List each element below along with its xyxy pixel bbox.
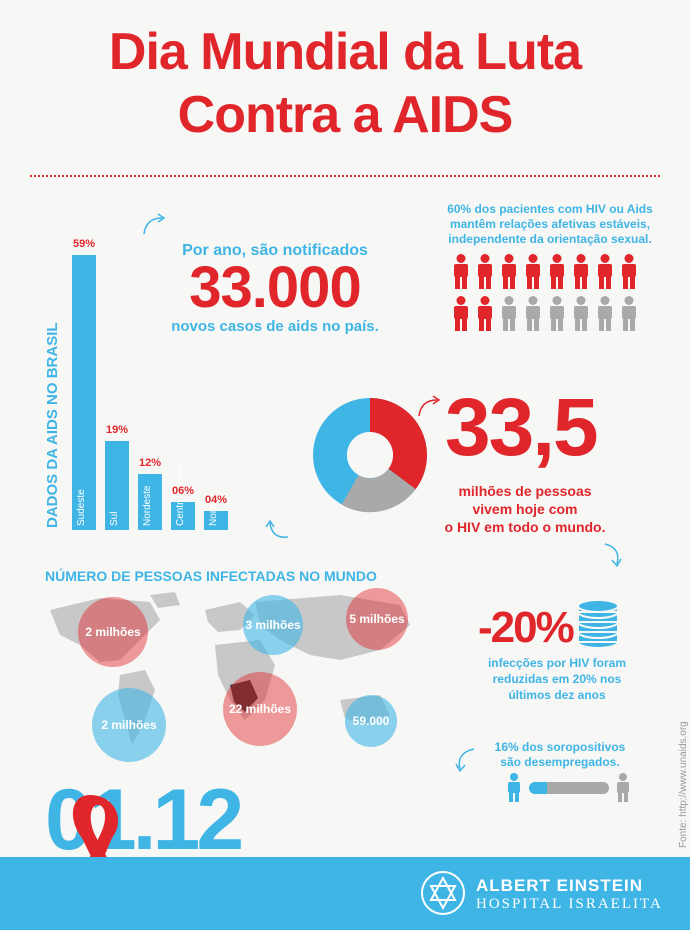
person-icon: [526, 296, 540, 331]
relationships-line-2: mantêm relações afetivas estáveis,: [449, 217, 651, 231]
person-icon: [502, 296, 516, 331]
person-icon: [622, 296, 636, 331]
relationships-line-3: independente da orientação sexual.: [448, 232, 652, 246]
person-icon: [454, 296, 468, 331]
map-title: NÚMERO DE PESSOAS INFECTADAS NO MUNDO: [45, 568, 377, 584]
person-icon: [598, 254, 612, 289]
unemployed-line-1: 16% dos soropositivos: [494, 740, 626, 754]
person-icon: [617, 773, 629, 802]
bar-sudeste: Sudeste: [72, 255, 96, 530]
donut-chart: [313, 398, 427, 513]
map-bubble-africa: 22 milhões: [223, 672, 297, 746]
map-bubble-europe: 3 milhões: [243, 595, 303, 655]
map-bubble-asia: 5 milhões: [346, 588, 408, 650]
title-line-2: Contra a AIDS: [177, 86, 514, 144]
unemployed-text: 16% dos soropositivos são desempregados.: [480, 740, 640, 770]
map-bubble-oceania: 59.000: [345, 695, 397, 747]
bar-label: Nordeste: [142, 485, 153, 526]
curved-arrow-icon: [604, 543, 622, 568]
world-hiv-line-3: o HIV em todo o mundo.: [444, 519, 606, 535]
progress-track: [537, 782, 609, 794]
world-hiv-number: 33,5: [445, 382, 599, 473]
reduction-text: infecções por HIV foram reduzidas em 20%…: [462, 655, 652, 703]
bar-value-label: 04%: [204, 494, 228, 506]
database-icon: [577, 599, 619, 649]
reduction-line-1: infecções por HIV foram: [487, 656, 627, 670]
person-icon: [622, 254, 636, 289]
map-bubble-north-america: 2 milhões: [78, 597, 148, 667]
world-hiv-line-2: vivem hoje com: [472, 501, 578, 517]
donut-red-segment: [368, 398, 427, 490]
notified-bottom: novos casos de aids no país.: [171, 318, 379, 335]
bar-centro-oeste: Centro-Oeste: [171, 466, 195, 530]
logo-line-1: ALBERT EINSTEIN: [476, 876, 644, 895]
person-icon: [508, 773, 520, 802]
person-icon: [574, 296, 588, 331]
bar-value-label: 06%: [171, 485, 195, 497]
world-hiv-text: milhões de pessoas vivem hoje com o HIV …: [425, 482, 625, 536]
unemployed-graphic: [508, 773, 629, 802]
bar-label: Sudeste: [76, 489, 87, 526]
person-icon: [550, 254, 564, 289]
curved-arrow-icon: [143, 213, 166, 235]
reduction-line-3: últimos dez anos: [508, 688, 606, 702]
notified-top: Por ano, são notificados: [182, 242, 368, 259]
bar-value-label: 59%: [72, 238, 96, 250]
title-line-1: Dia Mundial da Luta: [108, 23, 582, 81]
bar-norte: Norte: [204, 502, 228, 530]
source-text: Fonte: http://www.unaids.org: [678, 721, 689, 848]
reduction-line-2: reduzidas em 20% nos: [492, 672, 622, 686]
people-grid: [452, 254, 652, 334]
world-hiv-line-1: milhões de pessoas: [458, 483, 592, 499]
donut-gray-segment: [341, 468, 416, 513]
person-icon: [550, 296, 564, 331]
unemployed-line-2: são desempregados.: [500, 755, 620, 769]
bar-sul: Sul: [105, 441, 129, 530]
bar-value-label: 19%: [105, 424, 129, 436]
relationships-line-1: 60% dos pacientes com HIV ou Aids: [447, 202, 653, 216]
person-icon: [478, 296, 492, 331]
einstein-logo-icon: [421, 871, 465, 915]
curved-arrow-icon: [265, 519, 289, 538]
person-icon: [598, 296, 612, 331]
bar-value-label: 12%: [138, 457, 162, 469]
curved-arrow-icon: [418, 395, 441, 417]
relationships-text: 60% dos pacientes com HIV ou Aids mantêm…: [430, 202, 670, 247]
person-icon: [478, 254, 492, 289]
person-icon: [574, 254, 588, 289]
person-icon: [526, 254, 540, 289]
bar-nordeste: Nordeste: [138, 474, 162, 530]
person-icon: [454, 254, 468, 289]
logo-line-2: HOSPITAL ISRAELITA: [476, 896, 663, 912]
person-icon: [502, 254, 516, 289]
map-bubble-south-america: 2 milhões: [92, 688, 166, 762]
brazil-bar-chart: Sudeste 59% Sul 19% Nordeste 12% Centro-Oeste 0…: [0, 0, 260, 540]
divider: [30, 175, 660, 177]
curved-arrow-icon: [455, 748, 475, 773]
reduction-number: -20%: [478, 603, 575, 652]
notified-number: 33.000: [189, 255, 361, 320]
bar-label: Sul: [109, 511, 120, 526]
footer-bar: [0, 857, 690, 930]
